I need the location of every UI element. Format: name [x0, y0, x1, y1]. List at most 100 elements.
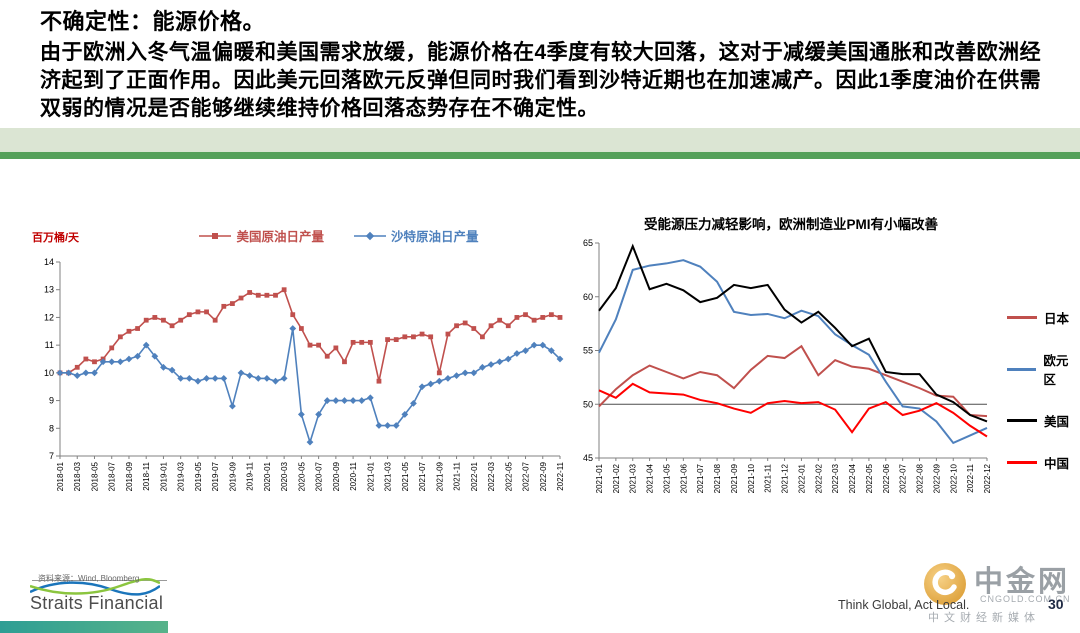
svg-text:2021-03: 2021-03 [629, 463, 638, 493]
svg-text:11: 11 [45, 340, 54, 350]
legend-line-icon [1007, 461, 1037, 464]
svg-text:2018-05: 2018-05 [90, 461, 99, 491]
svg-text:2020-07: 2020-07 [315, 461, 324, 491]
cngold-watermark: 中金网 CNGOLD.COM.CN 中文财经新媒体 [922, 558, 1080, 628]
svg-text:2021-02: 2021-02 [612, 463, 621, 493]
legend-label: 美国 [1044, 415, 1070, 429]
svg-text:2022-07: 2022-07 [522, 461, 531, 491]
page-number: 30 [1048, 596, 1064, 612]
oil-chart-svg: 7 8 9 10 11 12 13 14 2018-01 2018-03 2018-05 2018-0… [44, 257, 565, 491]
svg-text:2019-07: 2019-07 [211, 461, 220, 491]
svg-text:2021-09: 2021-09 [435, 461, 444, 491]
header: 不确定性：能源价格。 由于欧洲入冬气温偏暖和美国需求放缓，能源价格在4季度有较大… [40, 4, 1050, 123]
svg-text:2022-03: 2022-03 [487, 461, 496, 491]
svg-text:2022-02: 2022-02 [814, 463, 823, 493]
svg-text:2018-11: 2018-11 [142, 461, 151, 490]
legend-label: 欧元区 [1043, 354, 1069, 387]
legend-line-icon [1007, 419, 1037, 422]
svg-text:45: 45 [583, 453, 593, 463]
pmi-chart-svg: 45 50 55 60 65 2021-01 2021-02 2021-03 2021-04 20… [583, 238, 992, 493]
svg-text:2019-11: 2019-11 [246, 461, 255, 490]
svg-text:2018-09: 2018-09 [125, 461, 134, 491]
svg-text:2021-05: 2021-05 [662, 463, 671, 493]
cngold-slogan: 中文财经新媒体 [928, 612, 1040, 624]
svg-text:2022-09: 2022-09 [932, 463, 941, 493]
legend-line-icon [1007, 367, 1037, 371]
svg-text:2021-11: 2021-11 [764, 463, 773, 492]
legend-label: 沙特原油日产量 [391, 230, 479, 244]
svg-text:2020-01: 2020-01 [263, 461, 272, 491]
svg-text:2022-05: 2022-05 [865, 463, 874, 493]
cngold-logo-icon [924, 563, 966, 605]
legend-item: 欧元区 [1007, 350, 1080, 388]
svg-text:2018-01: 2018-01 [56, 461, 65, 491]
svg-text:2022-10: 2022-10 [949, 463, 958, 493]
svg-text:2021-01: 2021-01 [366, 461, 375, 491]
legend-line-icon [1007, 316, 1037, 319]
svg-text:2022-01: 2022-01 [470, 461, 479, 491]
svg-text:2021-11: 2021-11 [453, 461, 462, 490]
svg-text:2022-05: 2022-05 [504, 461, 513, 491]
svg-text:2019-01: 2019-01 [159, 461, 168, 491]
cngold-name: 中金网 [974, 566, 1071, 598]
svg-text:2022-04: 2022-04 [848, 463, 857, 493]
svg-text:2021-07: 2021-07 [418, 461, 427, 491]
svg-text:2021-03: 2021-03 [384, 461, 393, 491]
svg-text:2022-09: 2022-09 [539, 461, 548, 491]
svg-text:7: 7 [49, 451, 54, 461]
legend-item: 美国 [1007, 411, 1080, 430]
svg-text:2021-01: 2021-01 [595, 463, 604, 493]
svg-text:2022-07: 2022-07 [899, 463, 908, 493]
svg-text:2019-03: 2019-03 [177, 461, 186, 491]
svg-text:13: 13 [44, 285, 54, 295]
svg-text:2022-12: 2022-12 [983, 463, 992, 493]
svg-text:2022-03: 2022-03 [831, 463, 840, 493]
oil-chart-legend: 美国原油日产量 沙特原油日产量 [30, 226, 578, 245]
svg-text:14: 14 [44, 257, 54, 267]
legend-marker-icon [199, 232, 232, 239]
oil-chart-header: 百万桶/天 美国原油日产量 沙特原油日产量 [30, 226, 578, 250]
oil-chart-y-axis-label: 百万桶/天 [32, 232, 80, 244]
svg-text:8: 8 [49, 423, 54, 433]
pmi-chart-plot: 45 50 55 60 65 2021-01 2021-02 2021-03 2021-04 20… [575, 235, 1080, 522]
svg-text:2021-07: 2021-07 [696, 463, 705, 493]
legend-label: 日本 [1044, 312, 1070, 326]
cngold-domain: CNGOLD.COM.CN [980, 594, 1071, 604]
svg-text:2021-05: 2021-05 [401, 461, 410, 491]
header-body-text: 由于欧洲入冬气温偏暖和美国需求放缓，能源价格在4季度有较大回落，这对于减缓美国通… [40, 41, 1042, 120]
svg-text:2020-03: 2020-03 [280, 461, 289, 491]
logo-bottom-bar [0, 621, 168, 633]
svg-text:2018-07: 2018-07 [108, 461, 117, 491]
legend-item: 日本 [1007, 308, 1080, 327]
svg-text:9: 9 [49, 396, 54, 406]
tagline: Think Global, Act Local. [838, 598, 970, 612]
pmi-chart: 受能源压力减轻影响，欧洲制造业PMI有小幅改善 45 50 55 60 65 2021-0… [575, 213, 1080, 522]
svg-text:2019-05: 2019-05 [194, 461, 203, 491]
source-note: 资料来源：Wind, Bloomberg [38, 574, 140, 583]
svg-text:2021-04: 2021-04 [646, 463, 655, 493]
svg-text:2021-10: 2021-10 [747, 463, 756, 493]
svg-text:2022-06: 2022-06 [882, 463, 891, 493]
straits-wave-icon [30, 578, 160, 596]
straits-financial-logo-text: Straits Financial [30, 593, 164, 613]
svg-text:10: 10 [44, 368, 54, 378]
svg-text:2021-12: 2021-12 [781, 463, 790, 493]
page-title: 不确定性：能源价格。 [40, 9, 266, 34]
legend-item: 沙特原油日产量 [354, 226, 479, 245]
svg-text:2018-03: 2018-03 [73, 461, 82, 491]
svg-text:2022-11: 2022-11 [966, 463, 975, 492]
oil-production-chart: 百万桶/天 美国原油日产量 沙特原油日产量 7 8 9 10 11 12 13 14 2018-0… [30, 226, 578, 517]
divider-band-light [0, 128, 1080, 152]
svg-text:60: 60 [583, 292, 593, 302]
source-divider-line [32, 580, 167, 581]
svg-text:2021-09: 2021-09 [730, 463, 739, 493]
svg-text:2021-08: 2021-08 [713, 463, 722, 493]
svg-text:50: 50 [583, 399, 593, 409]
legend-marker-icon [354, 231, 386, 240]
legend-label: 中国 [1044, 457, 1070, 471]
svg-text:2021-06: 2021-06 [679, 463, 688, 493]
svg-text:2020-05: 2020-05 [297, 461, 306, 491]
svg-text:12: 12 [44, 312, 54, 322]
svg-text:2020-09: 2020-09 [332, 461, 341, 491]
